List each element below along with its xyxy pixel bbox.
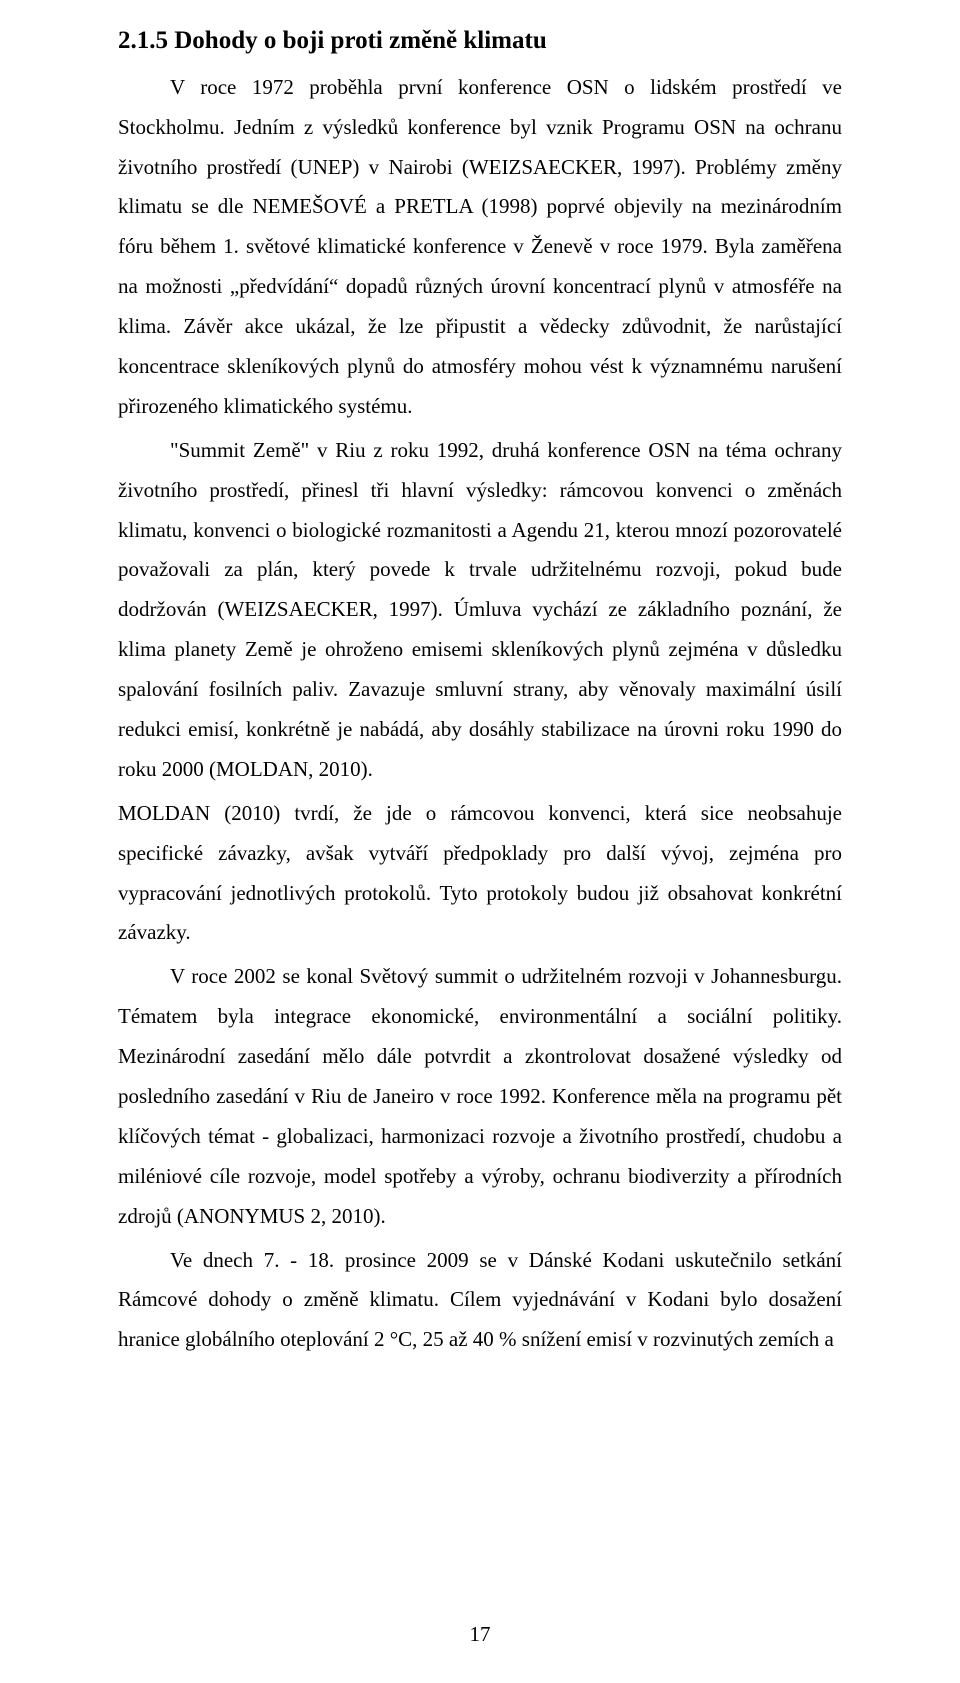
page-number: 17 bbox=[0, 1622, 960, 1647]
section-heading: 2.1.5 Dohody o boji proti změně klimatu bbox=[118, 24, 842, 58]
body-paragraph: MOLDAN (2010) tvrdí, že jde o rámcovou k… bbox=[118, 794, 842, 954]
body-paragraph: V roce 2002 se konal Světový summit o ud… bbox=[118, 957, 842, 1236]
body-paragraph: V roce 1972 proběhla první konference OS… bbox=[118, 68, 842, 427]
body-paragraph: Ve dnech 7. - 18. prosince 2009 se v Dán… bbox=[118, 1241, 842, 1361]
body-paragraph: "Summit Země" v Riu z roku 1992, druhá k… bbox=[118, 431, 842, 790]
document-page: 2.1.5 Dohody o boji proti změně klimatu … bbox=[0, 0, 960, 1683]
